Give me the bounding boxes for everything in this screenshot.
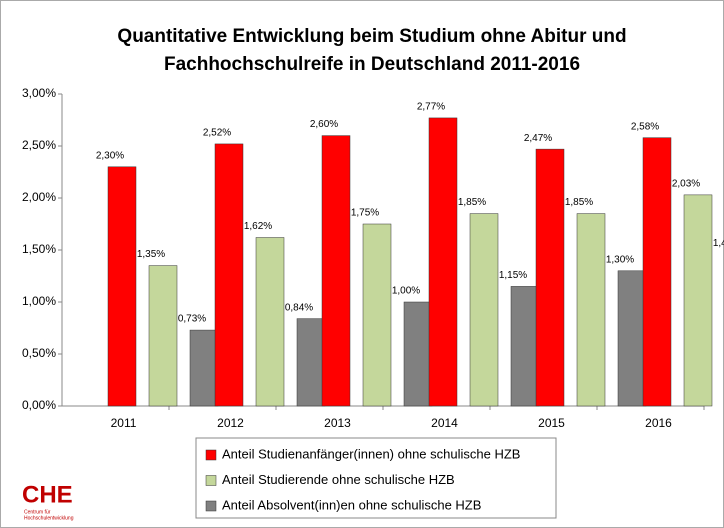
legend-swatch — [205, 500, 217, 512]
data-label: 1,46% — [713, 238, 724, 249]
legend-label: Anteil Studienanfänger(innen) ohne schul… — [222, 446, 520, 461]
chart-title: Quantitative Entwicklung beim Studium oh… — [117, 26, 626, 47]
y-tick-label: 1,00% — [22, 294, 56, 308]
x-tick-label: 2013 — [324, 416, 351, 430]
bar — [362, 223, 392, 407]
legend-box — [195, 437, 557, 519]
logo: CHE — [22, 481, 73, 508]
data-label: 2,47% — [524, 133, 552, 144]
data-label: 2,30% — [96, 150, 124, 161]
data-label: 2,03% — [672, 179, 700, 190]
x-tick-label: 2016 — [645, 416, 672, 430]
legend-swatch — [205, 475, 217, 486]
y-tick-label: 0,50% — [22, 346, 56, 360]
chart-title: Fachhochschulreife in Deutschland 2011-2… — [164, 54, 580, 75]
bar — [642, 137, 672, 407]
bar — [321, 135, 351, 407]
bar — [683, 194, 713, 407]
y-tick-label: 1,50% — [22, 242, 56, 256]
data-label: 2,60% — [310, 119, 338, 130]
x-tick-label: 2014 — [431, 416, 458, 430]
data-label: 1,15% — [499, 270, 527, 281]
x-tick-label: 2011 — [111, 416, 137, 430]
y-tick-label: 3,00% — [22, 86, 56, 100]
data-label: 0,73% — [178, 314, 206, 325]
bar — [255, 237, 285, 407]
bar — [576, 213, 606, 407]
data-label: 2,58% — [631, 121, 659, 132]
legend-swatch — [205, 449, 217, 461]
bar — [296, 318, 326, 407]
legend-label: Anteil Studierende ohne schulische HZB — [222, 472, 455, 487]
data-label: 1,00% — [392, 286, 420, 297]
y-tick-label: 2,50% — [22, 138, 56, 152]
bar — [148, 265, 178, 407]
data-label: 1,35% — [137, 249, 165, 260]
bar — [469, 213, 499, 407]
bar — [535, 148, 565, 407]
data-label: 0,84% — [285, 302, 313, 313]
bar — [510, 286, 540, 407]
bar — [403, 301, 433, 407]
bar — [189, 329, 219, 407]
x-tick-label: 2015 — [538, 416, 565, 430]
y-tick-label: 0,00% — [22, 398, 56, 412]
bar — [617, 270, 647, 407]
logo-subtitle: Hochschulentwicklung — [24, 515, 74, 521]
data-label: 1,62% — [244, 221, 272, 232]
legend-label: Anteil Absolvent(inn)en ohne schulische … — [222, 497, 481, 512]
data-label: 2,52% — [203, 128, 231, 139]
data-label: 2,77% — [417, 102, 445, 113]
data-label: 1,30% — [606, 254, 634, 265]
bar — [214, 143, 244, 407]
bar — [428, 117, 458, 407]
data-label: 1,85% — [565, 197, 593, 208]
x-tick-label: 2012 — [217, 416, 244, 430]
data-label: 1,85% — [458, 197, 486, 208]
logo-subtitle: Centrum für — [24, 509, 51, 515]
bar — [107, 166, 137, 407]
y-tick-label: 2,00% — [22, 190, 56, 204]
data-label: 1,75% — [351, 208, 379, 219]
